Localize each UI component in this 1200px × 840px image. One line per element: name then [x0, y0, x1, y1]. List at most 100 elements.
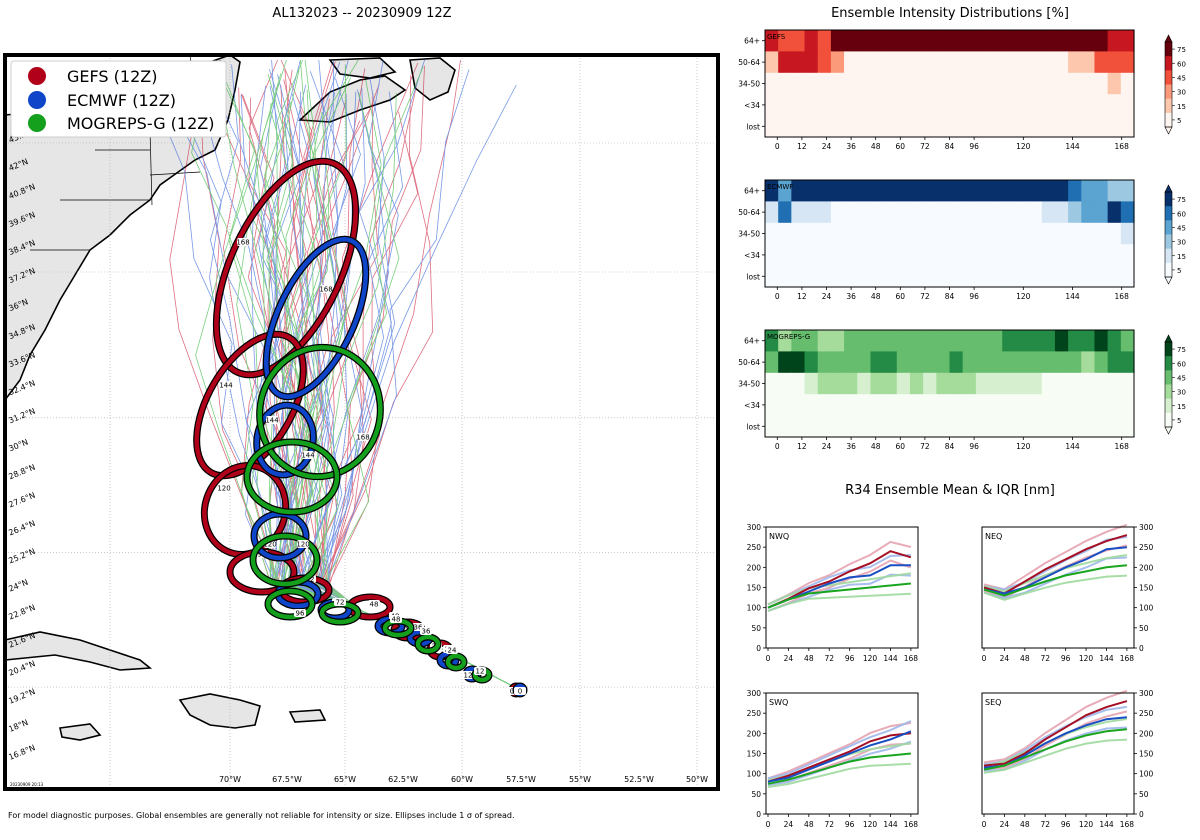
heatmap-cell: [1028, 415, 1043, 438]
heatmap-cell: [923, 372, 937, 395]
heatmap-cell: [1107, 415, 1122, 438]
colorbar-frame: [1164, 191, 1173, 278]
ellipse-label-bg: [334, 598, 346, 606]
heatmap-model-label: MOGREPS-G: [767, 333, 810, 341]
heatmap-cell: [1015, 351, 1030, 374]
heatmap-cell: [1054, 180, 1069, 202]
heatmap-cell: [778, 222, 792, 245]
heatmap-cell: [804, 415, 819, 438]
ellipse-hour-label: 168: [236, 239, 249, 247]
ellipse-hour-label: 72: [336, 599, 345, 607]
colorbar-tick: 5: [1177, 267, 1181, 275]
heatmap-cell: [791, 265, 806, 288]
colorbar-tick: 45: [1177, 224, 1186, 232]
colorbar-tick: 15: [1177, 103, 1186, 111]
heatmap-cell: [765, 94, 779, 117]
heatmap-cell: [1054, 415, 1069, 438]
heatmap-cell: [975, 72, 990, 95]
heatmap-cell: [923, 222, 937, 245]
heatmap-cell: [1054, 72, 1069, 95]
r34-y-tick: 50: [751, 624, 761, 633]
heatmap-cell: [962, 72, 977, 95]
heatmap-cell: [1002, 201, 1016, 224]
land-newfoundland: [409, 57, 456, 101]
heatmap-cell: [975, 30, 990, 52]
heatmap-cell: [791, 180, 806, 202]
map-stamp: 20230909 20:13: [10, 782, 44, 787]
ellipse-ring: [214, 158, 358, 378]
heatmap-cell: [778, 265, 792, 288]
heatmap-cell: [896, 201, 911, 224]
heatmap-cell: [844, 265, 858, 288]
heatmap-cell: [857, 51, 872, 74]
heatmap-cell: [1068, 222, 1082, 245]
heatmap-cell: [923, 115, 937, 138]
heatmap-x-tick: 60: [896, 292, 906, 301]
r34-mean-line: [767, 730, 912, 783]
heatmap-cell: [1068, 115, 1082, 138]
heatmap-cell: [791, 244, 806, 267]
heatmap-cell: [817, 180, 832, 202]
heatmap-cell: [949, 51, 964, 74]
heatmap-cell: [1081, 394, 1096, 417]
ellipse-hour-label: 48: [392, 616, 401, 624]
land-maritimes: [328, 57, 397, 79]
heatmap-cell: [989, 394, 1003, 417]
heatmap-cell: [830, 30, 845, 52]
heatmap-cell: [791, 330, 806, 352]
ellipse-label-bg: [390, 615, 402, 623]
heatmap-cell: [989, 244, 1003, 267]
heatmap-cell: [1041, 201, 1056, 224]
heatmap-cell: [883, 244, 898, 267]
heatmap-cell: [1068, 265, 1082, 288]
heatmap-cell: [844, 372, 858, 395]
heatmap-cell: [844, 415, 858, 438]
heatmap-cell: [936, 201, 951, 224]
heatmap-cell: [765, 244, 779, 267]
ellipse-hour-label: 0: [518, 688, 522, 696]
heatmap-cell: [883, 415, 898, 438]
heatmap-cell: [870, 51, 885, 74]
heatmap-cell: [857, 201, 872, 224]
r34-y-tick: 250: [747, 543, 762, 552]
heatmap-cell: [896, 72, 911, 95]
footer-note: For model diagnostic purposes. Global en…: [8, 811, 515, 820]
map-legend: GEFS (12Z) ECMWF (12Z) MOGREPS-G (12Z): [10, 60, 227, 138]
heatmap-x-tick: 168: [1115, 442, 1130, 451]
heatmap-cell: [923, 94, 937, 117]
land-nova-scotia: [298, 75, 407, 123]
heatmap-cell: [1120, 30, 1135, 52]
heatmap-cell: [870, 222, 885, 245]
colorbar-tick: 5: [1177, 117, 1181, 125]
heatmap-cell: [1120, 115, 1135, 138]
heatmap-cell: [791, 201, 806, 224]
heatmap-cell: [778, 115, 792, 138]
heatmap-cell: [989, 351, 1003, 374]
heatmap-cell: [765, 265, 779, 288]
heatmap-cell: [1094, 372, 1109, 395]
r34-panel: NEQ 0 50 100 150 200 250 300 0 24 48 72 96 120 144 168: [981, 523, 1154, 663]
ellipse-label-bg: [420, 627, 432, 635]
heatmap-cell: [949, 372, 964, 395]
r34-y-tick: 100: [747, 770, 762, 779]
heatmap-cell: [1041, 115, 1056, 138]
heatmap-cell: [962, 415, 977, 438]
heatmap-cell: [936, 115, 951, 138]
heatmap-cell: [923, 330, 937, 352]
heatmap-x-tick: 96: [969, 442, 979, 451]
heatmap-cell: [1028, 30, 1043, 52]
r34-mean-line: [983, 700, 1128, 767]
r34-x-tick: 144: [1099, 654, 1114, 663]
ellipse-hour-label: 168: [356, 434, 369, 442]
heatmap-x-tick: 12: [797, 442, 807, 451]
heatmap-cell: [1002, 30, 1016, 52]
heatmap-cell: [1120, 72, 1135, 95]
heatmap-cell: [989, 115, 1003, 138]
heatmap-cell: [936, 415, 951, 438]
heatmap-cell: [1015, 94, 1030, 117]
heatmap-x-tick: 84: [945, 142, 955, 151]
heatmap-cell: [765, 180, 779, 202]
colorbar-segment: [1165, 206, 1172, 221]
heatmap-cell: [1068, 180, 1082, 202]
